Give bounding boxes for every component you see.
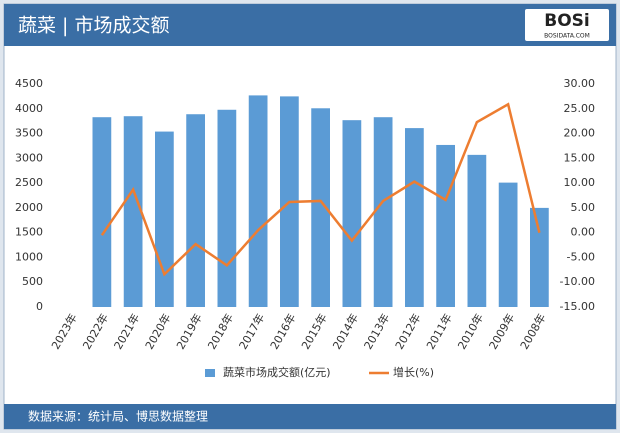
footer-bar	[4, 404, 616, 429]
bar	[530, 207, 549, 307]
bar	[155, 131, 174, 307]
y-tick-label: 2000	[15, 201, 43, 214]
y-tick-label: 3000	[15, 151, 43, 164]
y2-tick-label: 20.00	[564, 127, 596, 140]
logo-subtext: BOSIDATA.COM	[544, 33, 590, 40]
header-bar	[4, 4, 616, 46]
bar	[436, 144, 455, 307]
y2-tick-label: 25.00	[564, 102, 596, 115]
source: 数据来源：统计局、博思数据整理	[28, 409, 208, 424]
y-tick-label: 1000	[15, 250, 43, 263]
bar	[217, 109, 237, 307]
legend-label: 蔬菜市场成交额(亿元)	[223, 365, 331, 379]
chart-title: 蔬菜 | 市场成交额	[18, 15, 169, 37]
y2-tick-label: 0.00	[571, 226, 596, 239]
legend-label: 增长(%)	[393, 365, 434, 379]
y2-tick-label: 30.00	[564, 77, 596, 90]
bar	[498, 182, 518, 307]
y-tick-label: 4000	[15, 102, 43, 115]
y2-tick-label: -10.00	[560, 275, 595, 288]
y2-tick-label: 15.00	[564, 151, 596, 164]
y2-tick-label: -5.00	[567, 250, 595, 263]
y2-tick-label: 5.00	[571, 201, 596, 214]
y2-tick-label: -15.00	[560, 300, 595, 313]
y-tick-label: 500	[22, 275, 43, 288]
y-tick-label: 1500	[15, 226, 43, 239]
bar	[373, 117, 393, 307]
line	[100, 102, 541, 277]
y-tick-label: 4500	[15, 77, 43, 90]
y-tick-label: 0	[36, 300, 43, 313]
y2-tick-label: 10.00	[564, 176, 596, 189]
logo-box	[525, 9, 609, 41]
bar	[123, 116, 143, 307]
bar	[342, 120, 362, 307]
bar	[186, 114, 205, 308]
bar	[311, 108, 330, 307]
bar	[92, 117, 112, 307]
y-tick-label: 2500	[15, 176, 43, 189]
bar	[405, 128, 424, 307]
bar	[248, 95, 268, 307]
bar	[467, 154, 487, 307]
logo-text: BOSi	[544, 11, 589, 31]
y-tick-label: 3500	[15, 127, 43, 140]
legend-swatch	[205, 369, 215, 377]
